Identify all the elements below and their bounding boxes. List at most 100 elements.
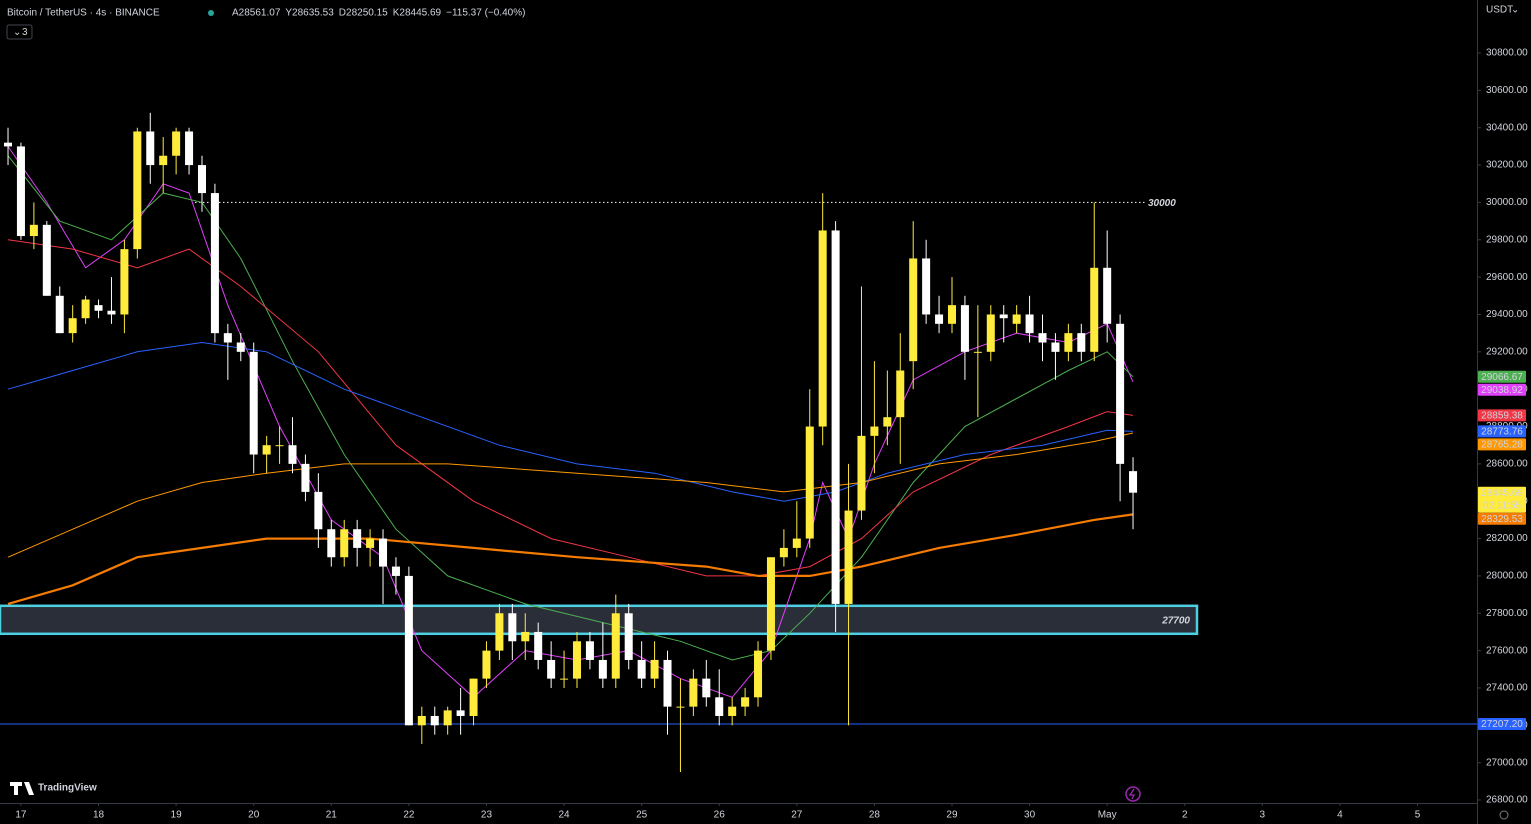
candle-body (534, 631, 543, 660)
candle-body (133, 131, 142, 250)
candle-body (650, 659, 659, 679)
candle-body (611, 613, 620, 679)
level-label: 30000 (1148, 198, 1176, 209)
candle-body (42, 224, 51, 296)
candle-body (547, 659, 556, 679)
candle-body (960, 305, 969, 352)
candle-body (223, 333, 232, 343)
candle-body (676, 706, 685, 708)
settings-icon[interactable] (1499, 810, 1509, 820)
candle-body (715, 697, 724, 716)
price-label: 28859.38 (1481, 411, 1523, 422)
brand-logo (10, 782, 34, 795)
candle-body (456, 710, 465, 716)
price-label: 28445.69 (1481, 488, 1523, 499)
candle-body (495, 613, 504, 651)
x-tick-label: 28 (869, 810, 881, 821)
candle-body (120, 249, 129, 315)
candle-body (1103, 267, 1112, 324)
candle-body (999, 314, 1008, 319)
price-label-box (1478, 425, 1526, 438)
candle-body (249, 351, 258, 455)
price-label-box (1478, 370, 1526, 383)
x-tick-label: 21 (326, 810, 338, 821)
candle-body (1012, 314, 1021, 324)
candle-body (430, 715, 439, 726)
candle-body (236, 342, 245, 352)
event-icon[interactable] (1125, 786, 1141, 802)
x-tick-label: 3 (1260, 810, 1266, 821)
support-zone (0, 604, 1199, 636)
candle-body (1116, 323, 1125, 464)
y-tick-label: 30600.00 (1486, 85, 1528, 96)
candle-body (197, 165, 206, 194)
candle-body (107, 310, 116, 315)
y-tick-label: 26800.00 (1486, 795, 1528, 806)
candle-body (94, 305, 103, 311)
candle-body (624, 613, 633, 660)
x-tick-label: 4 (1337, 810, 1343, 821)
ohlc-value: K28445.69 (393, 8, 442, 19)
ohlc-value: −115.37 (−0.40%) (446, 8, 525, 19)
candle-body (818, 230, 827, 427)
candle-body (831, 230, 840, 604)
candle-body (792, 538, 801, 548)
status-dot (208, 10, 214, 16)
price-label: 28765.28 (1481, 440, 1523, 451)
currency[interactable]: USDT (1486, 5, 1513, 16)
candle-body (314, 491, 323, 530)
x-tick-label: 30 (1024, 810, 1036, 821)
y-tick-label: 30400.00 (1486, 122, 1528, 133)
candle-body (391, 566, 400, 576)
candle-body (935, 314, 944, 324)
y-tick-label: 28200.00 (1486, 533, 1528, 544)
candle-body (16, 146, 25, 237)
currency-caret: ⌄ (1511, 5, 1519, 16)
indicator-count: 3 (22, 27, 28, 38)
candle-body (288, 445, 297, 464)
candle-body (1090, 267, 1099, 352)
candle-body (896, 370, 905, 418)
indicator-caret: ⌄ (13, 27, 21, 38)
y-tick-label: 28000.00 (1486, 571, 1528, 582)
candle-body (663, 659, 672, 707)
candle-body (779, 547, 788, 558)
candle-body (275, 445, 284, 447)
candle-body (1038, 333, 1047, 343)
x-tick-label: May (1098, 810, 1117, 821)
ohlc-value: Y28635.53 (285, 8, 334, 19)
y-tick-label: 27400.00 (1486, 683, 1528, 694)
candle-body (585, 641, 594, 660)
indicator-toggle[interactable] (6, 24, 33, 40)
candle-body (353, 529, 362, 548)
chart-title: Bitcoin / TetherUS · 4s · BINANCE (7, 8, 160, 19)
price-label-box (1478, 409, 1526, 422)
candle-body (404, 575, 413, 726)
y-tick-label: 30000.00 (1486, 197, 1528, 208)
candle-body (4, 142, 13, 147)
y-tick-label: 27600.00 (1486, 645, 1528, 656)
moving-average (7, 432, 1134, 558)
x-tick-label: 2 (1182, 810, 1188, 821)
candle-body (68, 318, 77, 334)
candle-body (1025, 314, 1034, 334)
candle-body (379, 538, 388, 567)
candle-body (366, 538, 375, 548)
x-tick-label: 20 (248, 810, 260, 821)
candle-body (572, 641, 581, 679)
x-tick-label: 17 (15, 810, 27, 821)
y-tick-label: 29200.00 (1486, 346, 1528, 357)
event-icon-bolt (1128, 788, 1136, 800)
candle-body (598, 659, 607, 679)
moving-average (7, 341, 1134, 502)
price-label: 29038.92 (1481, 385, 1523, 396)
y-tick-label: 27800.00 (1486, 608, 1528, 619)
candle-body (805, 426, 814, 539)
candle-body (1064, 333, 1073, 352)
price-label: 28773.76 (1481, 427, 1523, 438)
candle-body (262, 445, 271, 455)
candle-body (508, 613, 517, 642)
candle-body (301, 463, 310, 492)
moving-average (7, 513, 1134, 605)
